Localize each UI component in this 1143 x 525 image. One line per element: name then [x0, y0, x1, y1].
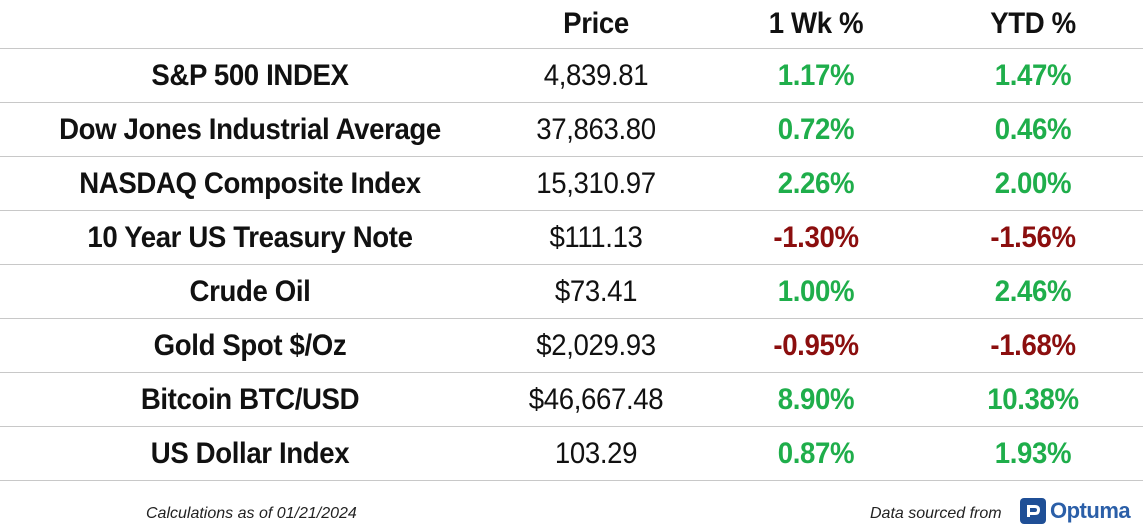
table-row: NASDAQ Composite Index 15,310.97 2.26% 2.00…: [0, 157, 1143, 211]
week-change: -0.95%: [773, 328, 859, 362]
table-row: Gold Spot $/Oz $2,029.93 -0.95% -1.68%: [0, 319, 1143, 373]
logo-text: Optuma: [1050, 498, 1131, 523]
header-price: Price: [563, 7, 629, 40]
ytd-change: 0.46%: [994, 112, 1072, 146]
data-source-note: Data sourced from: [870, 505, 1002, 522]
instrument-name: Dow Jones Industrial Average: [59, 112, 441, 146]
instrument-price: $73.41: [554, 274, 638, 308]
optuma-logo-icon: [1020, 498, 1046, 524]
table-row: Dow Jones Industrial Average 37,863.80 0.7…: [0, 103, 1143, 157]
ytd-change: 10.38%: [987, 382, 1079, 416]
week-change: 2.26%: [777, 166, 855, 200]
instrument-price: 37,863.80: [536, 112, 656, 146]
week-change: 1.17%: [777, 58, 855, 92]
table-body: S&P 500 INDEX 4,839.81 1.17% 1.47% Dow Jones…: [0, 49, 1143, 481]
table-header-row: Price 1 Wk % YTD %: [0, 0, 1143, 49]
instrument-name: S&P 500 INDEX: [151, 58, 349, 92]
instrument-price: $2,029.93: [536, 328, 656, 362]
week-change: 0.72%: [777, 112, 855, 146]
table-row: Bitcoin BTC/USD $46,667.48 8.90% 10.38%: [0, 373, 1143, 427]
week-change: 8.90%: [777, 382, 855, 416]
instrument-price: 103.29: [554, 436, 638, 470]
table-row: US Dollar Index 103.29 0.87% 1.93%: [0, 427, 1143, 481]
week-change: 0.87%: [777, 436, 855, 470]
ytd-change: 1.47%: [994, 58, 1072, 92]
calculation-date-note: Calculations as of 01/21/2024: [146, 505, 357, 522]
market-table: Price 1 Wk % YTD % S&P 500 INDEX 4,839.81…: [0, 0, 1143, 481]
header-ytd: YTD %: [990, 7, 1076, 40]
week-change: -1.30%: [773, 220, 859, 254]
ytd-change: 1.93%: [994, 436, 1072, 470]
week-change: 1.00%: [777, 274, 855, 308]
instrument-name: NASDAQ Composite Index: [79, 166, 421, 200]
header-week: 1 Wk %: [768, 7, 864, 40]
instrument-price: 4,839.81: [543, 58, 649, 92]
instrument-name: Crude Oil: [189, 274, 311, 308]
table-row: S&P 500 INDEX 4,839.81 1.17% 1.47%: [0, 49, 1143, 103]
footer: Calculations as of 01/21/2024 Data sourc…: [0, 490, 1143, 525]
optuma-logo: Optuma: [1020, 497, 1131, 525]
ytd-change: -1.56%: [990, 220, 1076, 254]
instrument-name: US Dollar Index: [150, 436, 350, 470]
instrument-price: $46,667.48: [528, 382, 664, 416]
header-name: [20, 0, 480, 48]
table-row: 10 Year US Treasury Note $111.13 -1.30% -1.…: [0, 211, 1143, 265]
table-row: Crude Oil $73.41 1.00% 2.46%: [0, 265, 1143, 319]
instrument-name: Bitcoin BTC/USD: [140, 382, 360, 416]
ytd-change: 2.00%: [994, 166, 1072, 200]
instrument-price: 15,310.97: [536, 166, 656, 200]
instrument-name: 10 Year US Treasury Note: [87, 220, 413, 254]
instrument-name: Gold Spot $/Oz: [153, 328, 347, 362]
ytd-change: -1.68%: [990, 328, 1076, 362]
ytd-change: 2.46%: [994, 274, 1072, 308]
instrument-price: $111.13: [549, 220, 643, 254]
